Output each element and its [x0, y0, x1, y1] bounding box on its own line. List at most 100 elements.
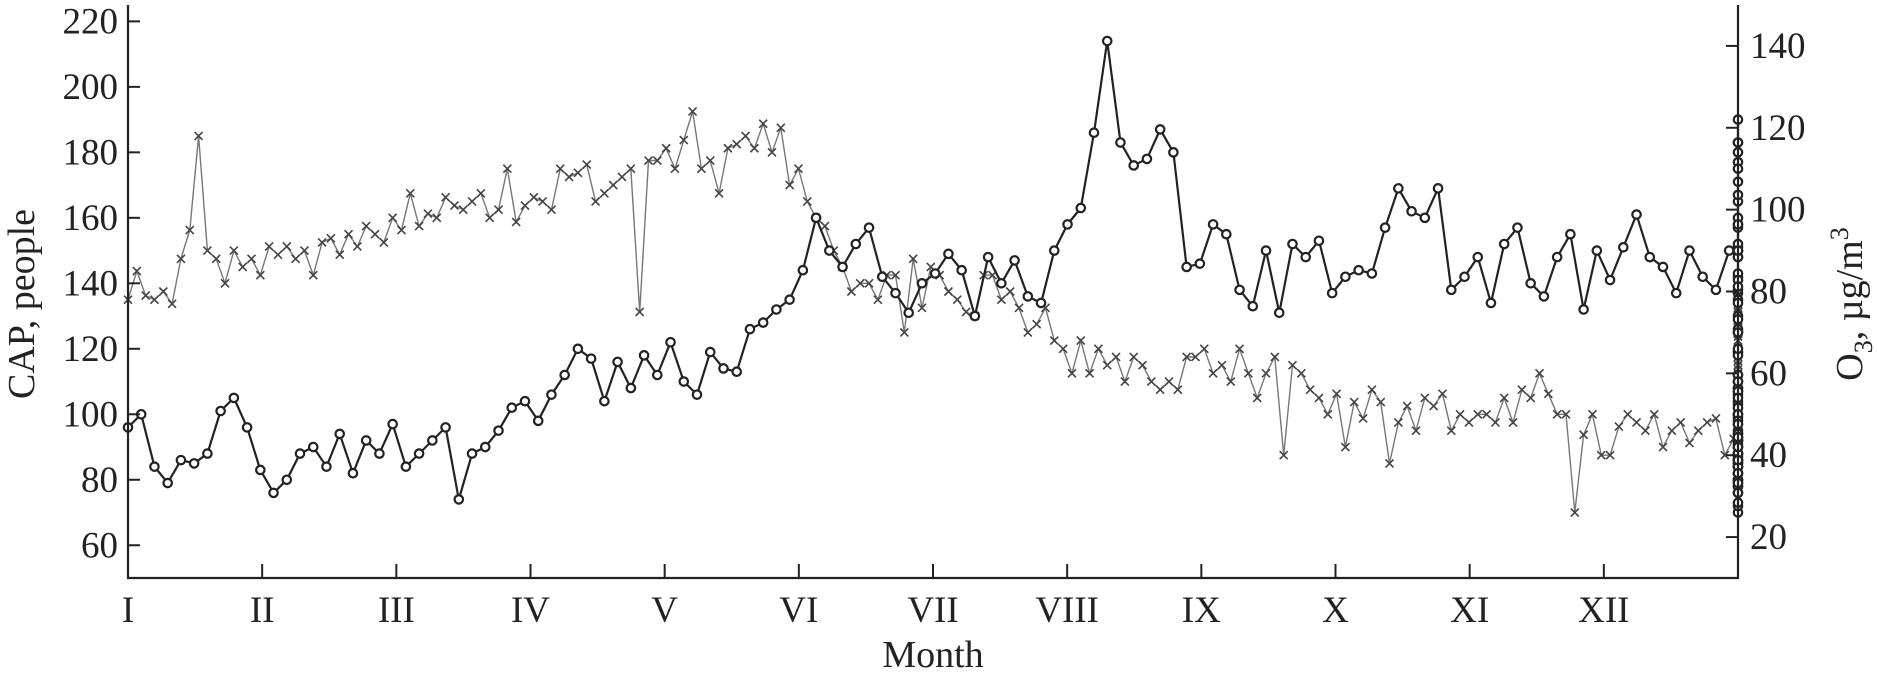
- ozone-point: [643, 155, 654, 166]
- ozone-point: [1208, 368, 1218, 378]
- cap-point: [718, 363, 729, 374]
- ozone-point: [538, 196, 548, 207]
- ozone-point: [1393, 417, 1403, 428]
- ozone-point: [502, 164, 512, 174]
- cap-point: [652, 369, 663, 381]
- x-tick-label: VIII: [1035, 590, 1099, 631]
- ozone-point: [1614, 421, 1624, 432]
- ozone-point: [361, 221, 371, 231]
- x-tick-label: II: [250, 590, 275, 631]
- cap-point: [400, 461, 412, 472]
- ozone-point: [1490, 417, 1500, 428]
- cap-point: [572, 343, 584, 355]
- cap-point: [374, 448, 385, 459]
- ozone-point: [308, 270, 318, 280]
- y-right-tick-label: 140: [1750, 26, 1806, 67]
- x-tick-label: III: [378, 590, 415, 631]
- cap-point: [890, 287, 901, 299]
- cap-point: [255, 464, 266, 476]
- ozone-point: [1332, 389, 1342, 399]
- ozone-point: [555, 164, 565, 174]
- ozone-point: [1711, 413, 1721, 423]
- ozone-point: [1446, 426, 1456, 436]
- ozone-point: [1684, 438, 1695, 448]
- cap-point: [784, 294, 795, 305]
- ozone-point: [688, 106, 698, 116]
- ozone-point: [1049, 336, 1059, 346]
- cap-point: [1273, 307, 1285, 319]
- ozone-point: [379, 237, 389, 247]
- ozone-point: [661, 143, 671, 153]
- ozone-point: [1640, 426, 1650, 436]
- x-tick-label: VII: [907, 590, 958, 631]
- ozone-point: [793, 164, 804, 174]
- cap-point: [1168, 147, 1179, 158]
- cap-point: [493, 425, 504, 436]
- ozone-point: [1287, 360, 1298, 370]
- ozone-point: [1279, 450, 1289, 460]
- cap-point: [1287, 238, 1298, 250]
- ozone-point: [467, 196, 477, 207]
- ozone-point: [1164, 376, 1174, 387]
- cap-point: [1221, 228, 1232, 240]
- ozone-point: [1508, 417, 1518, 428]
- cap-point: [1525, 278, 1536, 289]
- cap-point: [1194, 258, 1206, 269]
- ozone-point: [1243, 368, 1253, 378]
- ozone-point: [202, 246, 212, 256]
- ozone-point: [246, 254, 257, 264]
- cap-point: [1419, 212, 1431, 224]
- cap-point: [1459, 271, 1470, 283]
- cap-point: [1445, 284, 1457, 296]
- x-axis-title: Month: [882, 634, 983, 676]
- cap-point: [347, 467, 359, 479]
- ozone-point: [573, 168, 583, 178]
- ozone-point: [1437, 389, 1448, 399]
- ozone-point: [1552, 409, 1562, 419]
- x-tick-label: X: [1322, 590, 1349, 631]
- ozone-point: [1561, 409, 1571, 419]
- ozone-point: [1402, 401, 1412, 411]
- cap-point: [149, 461, 160, 472]
- cap-point: [1009, 255, 1020, 266]
- ozone-point: [264, 241, 274, 252]
- ozone-point: [873, 295, 883, 305]
- ozone-point: [1631, 417, 1642, 428]
- y-left-tick-label: 60: [81, 525, 118, 566]
- y-axis-right-title-rest: , µg/m: [1829, 240, 1871, 340]
- cap-point: [1207, 219, 1219, 230]
- cap-point: [162, 477, 173, 489]
- x-tick-label: XII: [1578, 590, 1629, 631]
- cap-point: [1565, 228, 1576, 240]
- cap-point: [916, 278, 928, 289]
- cap-point: [1035, 297, 1047, 309]
- ozone-point: [608, 180, 618, 190]
- ozone-point: [352, 241, 362, 252]
- cap-point: [1128, 160, 1139, 171]
- cap-point: [1181, 261, 1192, 273]
- y-left-tick-label: 200: [63, 67, 119, 108]
- cap-point: [1631, 209, 1642, 220]
- cap-point: [943, 248, 954, 260]
- ozone-point: [1093, 344, 1103, 354]
- y-left-tick-label: 160: [63, 198, 119, 239]
- ozone-point: [996, 295, 1006, 305]
- cap-point: [1498, 238, 1510, 250]
- ozone-point: [1014, 303, 1024, 313]
- y-right-tick-label: 20: [1750, 517, 1787, 558]
- ozone-point: [343, 229, 354, 239]
- ozone-point: [1411, 426, 1421, 436]
- ozone-point: [485, 213, 495, 223]
- cap-point: [1551, 251, 1563, 263]
- ozone-point: [1261, 368, 1271, 378]
- cap-point: [1393, 183, 1404, 194]
- ozone-point: [917, 303, 927, 313]
- cap-point: [612, 356, 623, 368]
- ozone-point: [1499, 393, 1509, 403]
- ozone-point: [1464, 417, 1474, 428]
- ozone-point: [705, 155, 715, 166]
- plot-frame: [126, 5, 1740, 580]
- ozone-point: [194, 131, 204, 141]
- ozone-point: [1137, 360, 1148, 370]
- cap-point: [1101, 35, 1113, 47]
